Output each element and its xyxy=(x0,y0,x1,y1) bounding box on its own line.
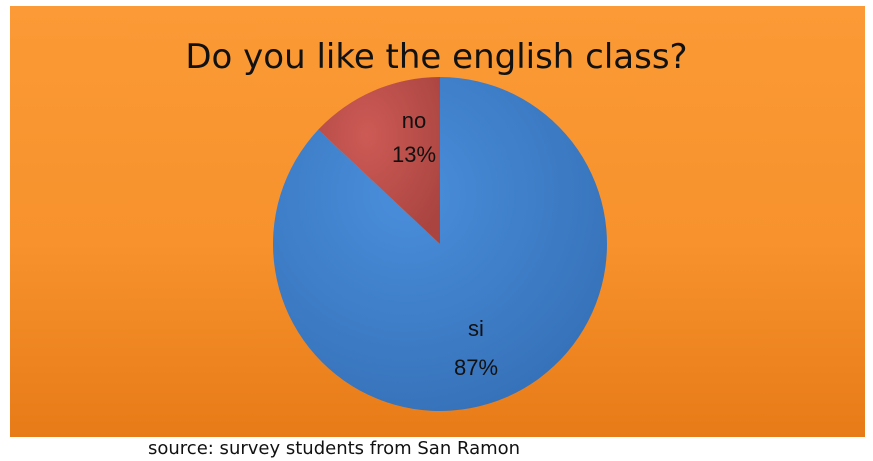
source-note: source: survey students from San Ramon xyxy=(148,438,521,459)
pie-slice-no xyxy=(318,77,440,244)
slice-label-no: no xyxy=(402,108,426,133)
slice-value-no: 13% xyxy=(392,142,436,167)
pie-slice-si xyxy=(273,77,607,411)
slice-value-si: 87% xyxy=(454,355,498,380)
slice-label-si: si xyxy=(468,316,484,341)
chart-title: Do you like the english class? xyxy=(185,37,688,77)
